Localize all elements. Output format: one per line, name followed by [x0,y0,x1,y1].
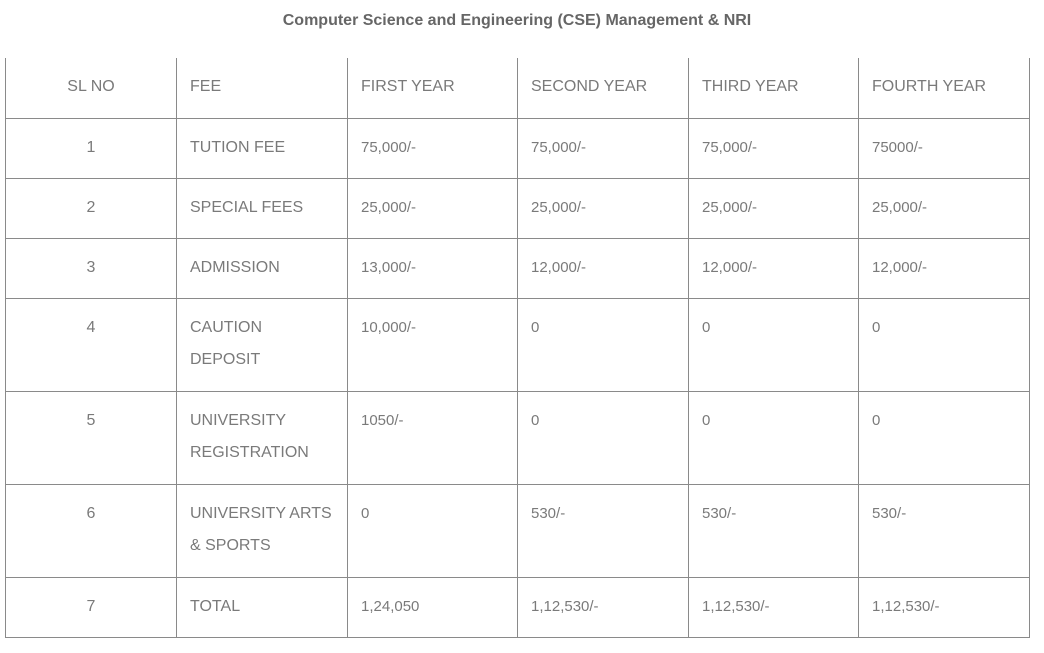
fee-name-cell: SPECIAL FEES [176,177,348,239]
table-row: 3 ADMISSION 13,000/- 12,000/- 12,000/- 12,000… [5,237,1030,299]
fee-name-cell: CAUTION DEPOSIT [176,297,348,392]
fee-name-cell: UNIVERSITY ARTS & SPORTS [176,483,348,578]
page-title: Computer Science and Engineering (CSE) M… [282,12,752,29]
amount-cell: 0 [858,390,1030,485]
sl-no-cell: 5 [5,390,177,485]
amount-cell: 0 [688,297,859,392]
column-header: SECOND YEAR [517,58,689,119]
amount-cell: 0 [688,390,859,485]
amount-cell: 75,000/- [688,117,859,179]
table-header-row: SL NO FEE FIRST YEAR SECOND YEAR THIRD YEAR F… [5,58,1030,119]
table-row: 5 UNIVERSITY REGISTRATION 1050/- 0 0 0 [5,390,1030,485]
amount-cell: 12,000/- [517,237,689,299]
table-row: 4 CAUTION DEPOSIT 10,000/- 0 0 0 [5,297,1030,392]
amount-cell: 75000/- [858,117,1030,179]
amount-cell: 530/- [688,483,859,578]
amount-cell: 13,000/- [347,237,518,299]
sl-no-cell: 3 [5,237,177,299]
amount-cell: 1050/- [347,390,518,485]
amount-cell: 0 [347,483,518,578]
sl-no-cell: 4 [5,297,177,392]
amount-cell: 75,000/- [517,117,689,179]
fee-name-cell: TUTION FEE [176,117,348,179]
column-header: FOURTH YEAR [858,58,1030,119]
amount-cell: 1,12,530/- [858,576,1030,638]
amount-cell: 530/- [858,483,1030,578]
amount-cell: 0 [517,297,689,392]
amount-cell: 25,000/- [688,177,859,239]
sl-no-cell: 7 [5,576,177,638]
amount-cell: 25,000/- [517,177,689,239]
amount-cell: 10,000/- [347,297,518,392]
amount-cell: 12,000/- [688,237,859,299]
fee-name-cell: UNIVERSITY REGISTRATION [176,390,348,485]
amount-cell: 12,000/- [858,237,1030,299]
amount-cell: 25,000/- [347,177,518,239]
table-row: 2 SPECIAL FEES 25,000/- 25,000/- 25,000/- 25,… [5,177,1030,239]
amount-cell: 0 [517,390,689,485]
amount-cell: 530/- [517,483,689,578]
column-header: SL NO [5,58,177,119]
amount-cell: 1,12,530/- [517,576,689,638]
fee-table: SL NO FEE FIRST YEAR SECOND YEAR THIRD YEAR F… [5,58,1030,638]
amount-cell: 25,000/- [858,177,1030,239]
column-header: THIRD YEAR [688,58,859,119]
fee-name-cell: TOTAL [176,576,348,638]
table-row: 6 UNIVERSITY ARTS & SPORTS 0 530/- 530/- 530/… [5,483,1030,578]
fee-name-cell: ADMISSION [176,237,348,299]
table-row: 1 TUTION FEE 75,000/- 75,000/- 75,000/- 75000… [5,117,1030,179]
amount-cell: 75,000/- [347,117,518,179]
table-row: 7 TOTAL 1,24,050 1,12,530/- 1,12,530/- 1,12,5… [5,576,1030,638]
amount-cell: 1,24,050 [347,576,518,638]
column-header: FIRST YEAR [347,58,518,119]
amount-cell: 1,12,530/- [688,576,859,638]
column-header: FEE [176,58,348,119]
sl-no-cell: 2 [5,177,177,239]
amount-cell: 0 [858,297,1030,392]
sl-no-cell: 1 [5,117,177,179]
sl-no-cell: 6 [5,483,177,578]
